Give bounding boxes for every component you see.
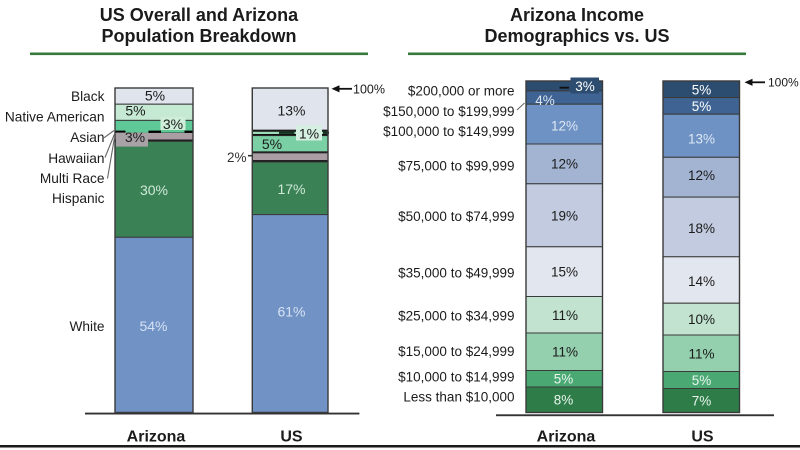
svg-text:5%: 5% — [692, 373, 712, 388]
svg-text:5%: 5% — [262, 136, 282, 152]
svg-text:100%: 100% — [353, 83, 385, 97]
svg-text:11%: 11% — [688, 347, 714, 362]
svg-text:11%: 11% — [552, 345, 578, 360]
svg-text:14%: 14% — [688, 274, 715, 289]
svg-text:Asian: Asian — [70, 130, 104, 145]
svg-text:$50,000 to $74,999: $50,000 to $74,999 — [398, 209, 514, 224]
svg-text:Less than $10,000: Less than $10,000 — [403, 389, 514, 404]
svg-text:15%: 15% — [551, 265, 578, 280]
svg-text:18%: 18% — [688, 221, 715, 236]
svg-text:Arizona: Arizona — [127, 429, 186, 446]
svg-text:5%: 5% — [692, 83, 712, 98]
svg-text:$75,000 to $99,999: $75,000 to $99,999 — [398, 158, 514, 173]
svg-text:13%: 13% — [277, 103, 305, 119]
svg-text:3%: 3% — [575, 79, 595, 94]
svg-text:Black: Black — [71, 89, 105, 104]
svg-text:5%: 5% — [554, 372, 574, 387]
svg-text:3%: 3% — [163, 116, 183, 132]
svg-text:US: US — [691, 429, 714, 446]
svg-text:5%: 5% — [692, 99, 712, 114]
svg-text:White: White — [70, 319, 105, 334]
svg-text:30%: 30% — [140, 182, 168, 198]
svg-text:Arizona: Arizona — [537, 429, 596, 446]
svg-text:$35,000 to $49,999: $35,000 to $49,999 — [398, 265, 514, 280]
svg-text:Hawaiian: Hawaiian — [48, 151, 104, 166]
svg-text:12%: 12% — [551, 157, 578, 172]
svg-text:17%: 17% — [277, 181, 305, 197]
svg-text:13%: 13% — [688, 132, 715, 147]
svg-text:$25,000 to $34,999: $25,000 to $34,999 — [398, 308, 514, 323]
svg-text:2%: 2% — [227, 150, 247, 165]
svg-text:19%: 19% — [551, 209, 578, 224]
svg-text:8%: 8% — [554, 393, 574, 408]
svg-text:US: US — [280, 429, 303, 446]
svg-text:5%: 5% — [145, 88, 165, 104]
svg-text:11%: 11% — [552, 308, 578, 323]
svg-text:5%: 5% — [125, 103, 145, 119]
svg-text:$15,000 to $24,999: $15,000 to $24,999 — [398, 344, 514, 359]
svg-text:100%: 100% — [768, 76, 799, 90]
svg-text:US Overall and Arizona: US Overall and Arizona — [100, 5, 299, 25]
svg-text:61%: 61% — [277, 304, 305, 320]
svg-text:Multi Race: Multi Race — [40, 171, 105, 186]
svg-text:$100,000 to $149,999: $100,000 to $149,999 — [383, 124, 514, 139]
svg-text:54%: 54% — [139, 318, 167, 334]
svg-text:12%: 12% — [688, 168, 715, 183]
svg-text:12%: 12% — [551, 119, 578, 134]
svg-text:Native American: Native American — [5, 110, 105, 125]
svg-text:Arizona Income: Arizona Income — [510, 5, 644, 25]
svg-text:Population Breakdown: Population Breakdown — [101, 26, 296, 46]
svg-text:3%: 3% — [125, 129, 145, 145]
svg-text:4%: 4% — [535, 93, 555, 108]
svg-text:Demographics vs. US: Demographics vs. US — [484, 26, 669, 46]
svg-text:10%: 10% — [688, 312, 715, 327]
svg-text:Hispanic: Hispanic — [52, 191, 105, 206]
svg-text:$200,000 or more: $200,000 or more — [408, 83, 515, 98]
svg-text:$150,000 to $199,999: $150,000 to $199,999 — [383, 104, 514, 119]
svg-text:$10,000 to $14,999: $10,000 to $14,999 — [398, 369, 514, 384]
svg-text:7%: 7% — [692, 393, 712, 408]
svg-text:1%: 1% — [299, 126, 319, 142]
